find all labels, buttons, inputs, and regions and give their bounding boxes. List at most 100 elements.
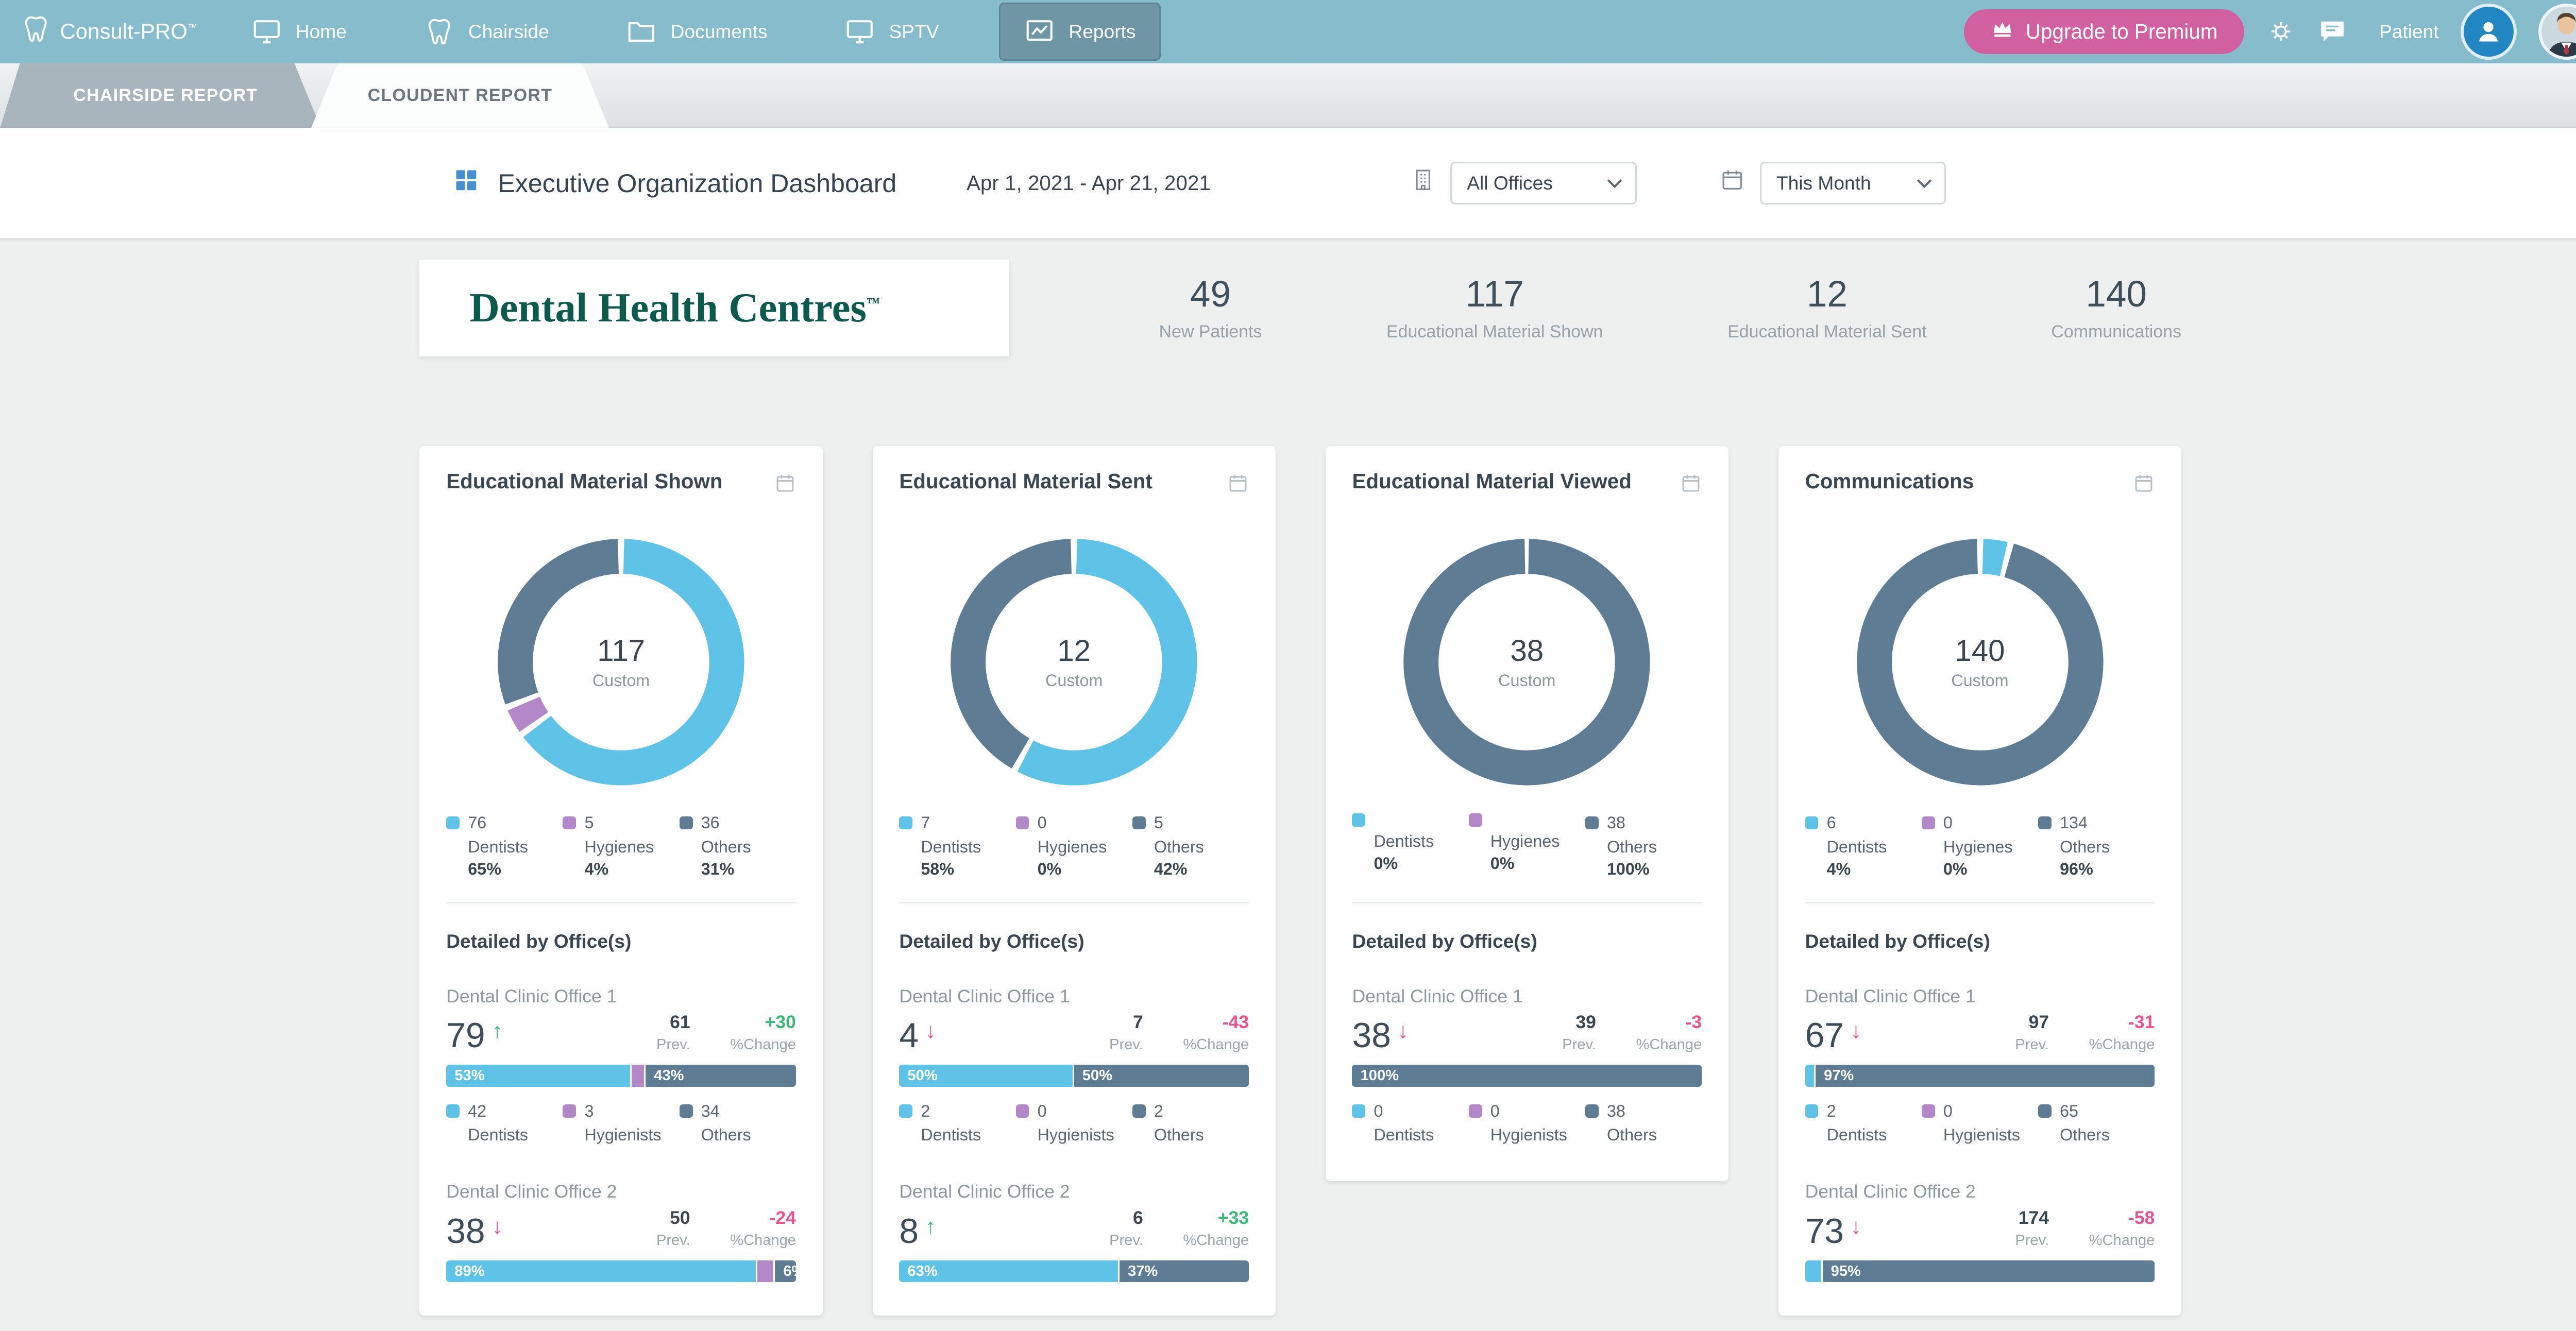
card-calendar-icon[interactable] [1680, 469, 1702, 500]
donut-legend-item-dentists: 76 Dentists 65% [446, 813, 563, 879]
office-legend-item-dentists: 2 Dentists [1805, 1102, 1922, 1148]
office-name: Dental Clinic Office 2 [446, 1181, 617, 1202]
change-stat: +30 %Change [730, 1012, 796, 1053]
chevron-down-icon [1607, 173, 1622, 188]
change-stat: -24 %Change [730, 1207, 796, 1249]
office-legend: 2 Dentists 0 Hygienists 65 Others [1805, 1102, 2155, 1148]
patient-avatar-icon[interactable] [2460, 3, 2517, 60]
trend-down-icon: ↓ [1397, 1018, 1409, 1043]
dashboard-header: Executive Organization Dashboard Apr 1, … [0, 128, 2576, 238]
report-tabs: CHAIRSIDE REPORT CLOUDENT REPORT [0, 63, 2576, 128]
nav-item-chairside[interactable]: Chairside [406, 6, 566, 57]
user-avatar[interactable] [2538, 3, 2576, 60]
office-name: Dental Clinic Office 1 [446, 985, 617, 1006]
prev-value: 39 [1575, 1012, 1596, 1033]
upgrade-premium-button[interactable]: Upgrade to Premium [1964, 9, 2245, 55]
legend-swatch [563, 1104, 577, 1118]
donut-segment-others [1403, 538, 1650, 786]
legend-label: Dentists [1826, 1125, 1887, 1145]
bar-segment-dentists: 53% [446, 1065, 632, 1087]
nav-item-sptv[interactable]: SPTV [827, 6, 956, 57]
legend-swatch [1352, 1104, 1366, 1118]
legend-label: Hygienists [584, 1125, 662, 1145]
change-value: -31 [2128, 1012, 2155, 1033]
card-calendar-icon[interactable] [2133, 469, 2155, 500]
summary-stat-material-sent: 12 Educational Material Sent [1727, 274, 1927, 342]
office-name: Dental Clinic Office 1 [1352, 985, 1523, 1006]
stat-label: Educational Material Sent [1727, 322, 1927, 342]
legend-value: 34 [701, 1101, 720, 1120]
stat-label: New Patients [1159, 322, 1262, 342]
donut-chart: 38 Custom [1402, 537, 1652, 787]
organization-logo-card: Dental Health Centres™ [419, 260, 1009, 356]
stacked-bar: 100% [1352, 1065, 1702, 1087]
legend-swatch [1921, 816, 1935, 830]
legend-value: 0 [1490, 1101, 1500, 1120]
office-detail: Dental Clinic Office 2 38 ↓ 50 Prev. -24 %Chan… [446, 1181, 796, 1283]
prev-stat: 174 Prev. [2015, 1207, 2049, 1249]
bar-segment-dentists: 63% [899, 1260, 1120, 1283]
donut-chart: 12 Custom [949, 537, 1199, 787]
nav-item-reports[interactable]: Reports [998, 3, 1161, 61]
office-filter-select[interactable]: All Offices [1450, 161, 1637, 205]
monitor-icon [844, 16, 875, 47]
legend-value: 6 [1826, 813, 1836, 832]
legend-label: Hygienists [1037, 1125, 1114, 1145]
prev-value: 174 [2018, 1207, 2049, 1228]
prev-label: Prev. [2015, 1036, 2049, 1053]
legend-percent: 0% [1037, 860, 1062, 879]
date-range: Apr 1, 2021 - Apr 21, 2021 [966, 171, 1211, 195]
period-filter-select[interactable]: This Month [1759, 161, 1946, 205]
card-calendar-icon[interactable] [774, 469, 796, 500]
donut-legend: Dentists 0% Hygienes 0% 38 Others 100% [1352, 813, 1702, 904]
donut-segment-dentists [1018, 538, 1197, 786]
legend-label: Others [1154, 1125, 1204, 1145]
prev-stat: 7 Prev. [1109, 1012, 1143, 1053]
legend-swatch [1805, 1104, 1819, 1118]
bar-segment-dentists: 50% [899, 1065, 1074, 1087]
legend-value: 7 [921, 813, 930, 832]
prev-value: 6 [1133, 1207, 1143, 1228]
legend-percent: 65% [468, 860, 501, 879]
chat-icon[interactable] [2317, 16, 2347, 46]
legend-swatch [1352, 813, 1366, 827]
legend-value: 3 [584, 1101, 594, 1120]
office-name: Dental Clinic Office 2 [1805, 1181, 1976, 1202]
legend-label: Dentists [921, 837, 981, 856]
settings-gears-icon[interactable] [2266, 16, 2296, 46]
donut-sublabel: Custom [1951, 671, 2009, 690]
brand-name: Consult-PRO [60, 19, 188, 44]
legend-label: Others [701, 1125, 751, 1145]
card-calendar-icon[interactable] [1227, 469, 1249, 500]
legend-swatch [679, 816, 693, 830]
office-value: 67 ↓ [1805, 1018, 1861, 1053]
tab-cloudent-report[interactable]: CLOUDENT REPORT [311, 63, 609, 128]
legend-swatch [1132, 816, 1146, 830]
change-label: %Change [1636, 1036, 1702, 1053]
nav-item-documents[interactable]: Documents [609, 6, 784, 57]
office-detail: Dental Clinic Office 1 4 ↓ 7 Prev. -43 %Change… [899, 986, 1249, 1148]
office-name: Dental Clinic Office 1 [1805, 985, 1976, 1006]
tab-chairside-report[interactable]: CHAIRSIDE REPORT [0, 63, 321, 128]
prev-label: Prev. [1109, 1232, 1143, 1249]
change-label: %Change [2089, 1232, 2155, 1249]
bar-segment-others: 97% [1815, 1065, 2155, 1087]
office-total: 4 [899, 1016, 919, 1055]
legend-label: Dentists [1826, 837, 1887, 856]
office-detail: Dental Clinic Office 1 38 ↓ 39 Prev. -3 %Chang… [1352, 986, 1702, 1148]
office-legend-item-others: 38 Others [1585, 1102, 1702, 1148]
legend-swatch [679, 1104, 693, 1118]
donut-segment-dentists [523, 538, 744, 786]
app-logo[interactable]: Consult-PRO™ [20, 13, 197, 50]
bar-segment-others: 6% [775, 1260, 796, 1283]
card-title: Communications [1805, 469, 1974, 493]
monitor-icon [251, 16, 282, 47]
office-legend-item-hygienists: 0 Hygienists [1921, 1102, 2038, 1148]
nav-item-home[interactable]: Home [234, 6, 363, 57]
office-value: 38 ↓ [446, 1214, 502, 1249]
prev-label: Prev. [2015, 1232, 2049, 1249]
stacked-bar: 89% 6% [446, 1260, 796, 1283]
change-value: +33 [1217, 1207, 1249, 1228]
legend-value: 36 [701, 813, 720, 832]
change-value: -3 [1685, 1012, 1702, 1033]
